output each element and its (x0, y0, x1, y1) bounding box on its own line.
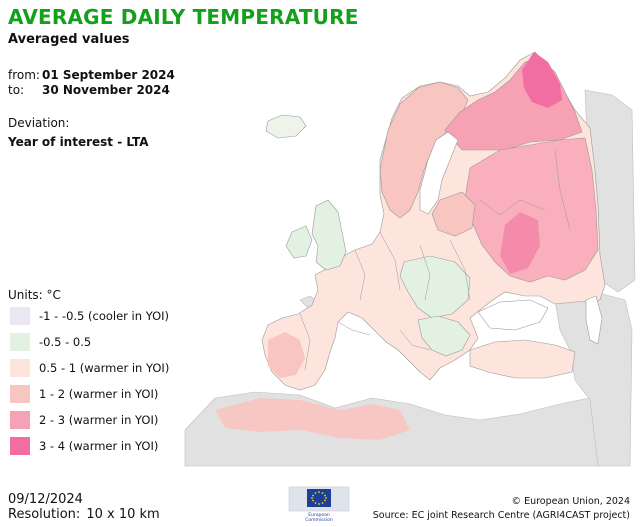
legend-label: 2 - 3 (warmer in YOI) (39, 413, 159, 427)
legend-swatch (10, 359, 30, 377)
copyright: © European Union, 2024 (511, 496, 630, 507)
legend-label: -0.5 - 0.5 (39, 335, 92, 349)
map-title: AVERAGE DAILY TEMPERATURE (8, 5, 359, 29)
from-date: 01 September 2024 (42, 68, 175, 82)
legend-swatch (10, 385, 30, 403)
black-sea (477, 299, 549, 331)
from-label: from: (8, 68, 40, 82)
legend-item: 0.5 - 1 (warmer in YOI) (10, 355, 169, 381)
baltic-sea (419, 131, 459, 215)
logo-text-line1: European (308, 512, 330, 518)
issue-date: 09/12/2024 (8, 492, 83, 507)
eu-stars-icon (311, 491, 327, 505)
legend-label: -1 - -0.5 (cooler in YOI) (39, 309, 170, 323)
to-label: to: (8, 83, 25, 97)
legend-swatch (10, 411, 30, 429)
caspian-sea (585, 295, 603, 345)
baltic-region (431, 191, 476, 237)
legend-item: -1 - -0.5 (cooler in YOI) (10, 303, 169, 329)
eu-flag-icon (307, 489, 331, 507)
source-credit: Source: EC joint Research Centre (AGRI4C… (372, 510, 630, 521)
iberia-warm-patch (268, 332, 305, 378)
scandinavia-region (379, 81, 469, 219)
legend-item: 2 - 3 (warmer in YOI) (10, 407, 169, 433)
ireland-region (285, 225, 313, 259)
period-to: to: 30 November 2024 (8, 83, 175, 98)
logo-text-line2: Commission (305, 517, 333, 523)
central-europe-neutral (399, 255, 471, 319)
resolution-label: Resolution: (8, 507, 81, 522)
legend-units: Units: °C (8, 288, 61, 302)
legend-item: 1 - 2 (warmer in YOI) (10, 381, 169, 407)
legend-item: -0.5 - 0.5 (10, 329, 169, 355)
resolution-value: 10 x 10 km (86, 507, 160, 522)
anatolia-region (469, 339, 576, 379)
western-russia-region (464, 137, 599, 283)
great-britain-region (311, 199, 347, 271)
hotspot-north-russia (522, 52, 562, 108)
north-africa-warm (215, 398, 410, 440)
country-borders (299, 149, 571, 371)
legend-item: 3 - 4 (warmer in YOI) (10, 433, 169, 459)
legend-label: 3 - 4 (warmer in YOI) (39, 439, 159, 453)
to-date: 30 November 2024 (42, 83, 170, 97)
map-subtitle: Averaged values (8, 32, 130, 47)
legend-swatch (10, 333, 30, 351)
resolution: Resolution: 10 x 10 km (8, 507, 160, 522)
legend-swatch (10, 437, 30, 455)
balkans-neutral (417, 315, 471, 357)
period-block: from: 01 September 2024 to: 30 November 20… (8, 68, 175, 98)
eu-commission-logo: European Commission (288, 486, 350, 523)
hotspot-central-russia (500, 212, 540, 274)
deviation-value: Year of interest - LTA (8, 135, 149, 149)
legend-label: 1 - 2 (warmer in YOI) (39, 387, 159, 401)
period-from: from: 01 September 2024 (8, 68, 175, 83)
legend: -1 - -0.5 (cooler in YOI) -0.5 - 0.5 0.5 -… (10, 303, 169, 459)
legend-label: 0.5 - 1 (warmer in YOI) (39, 361, 170, 375)
iceland-region (265, 114, 307, 139)
legend-swatch (10, 307, 30, 325)
deviation-label: Deviation: (8, 116, 70, 130)
